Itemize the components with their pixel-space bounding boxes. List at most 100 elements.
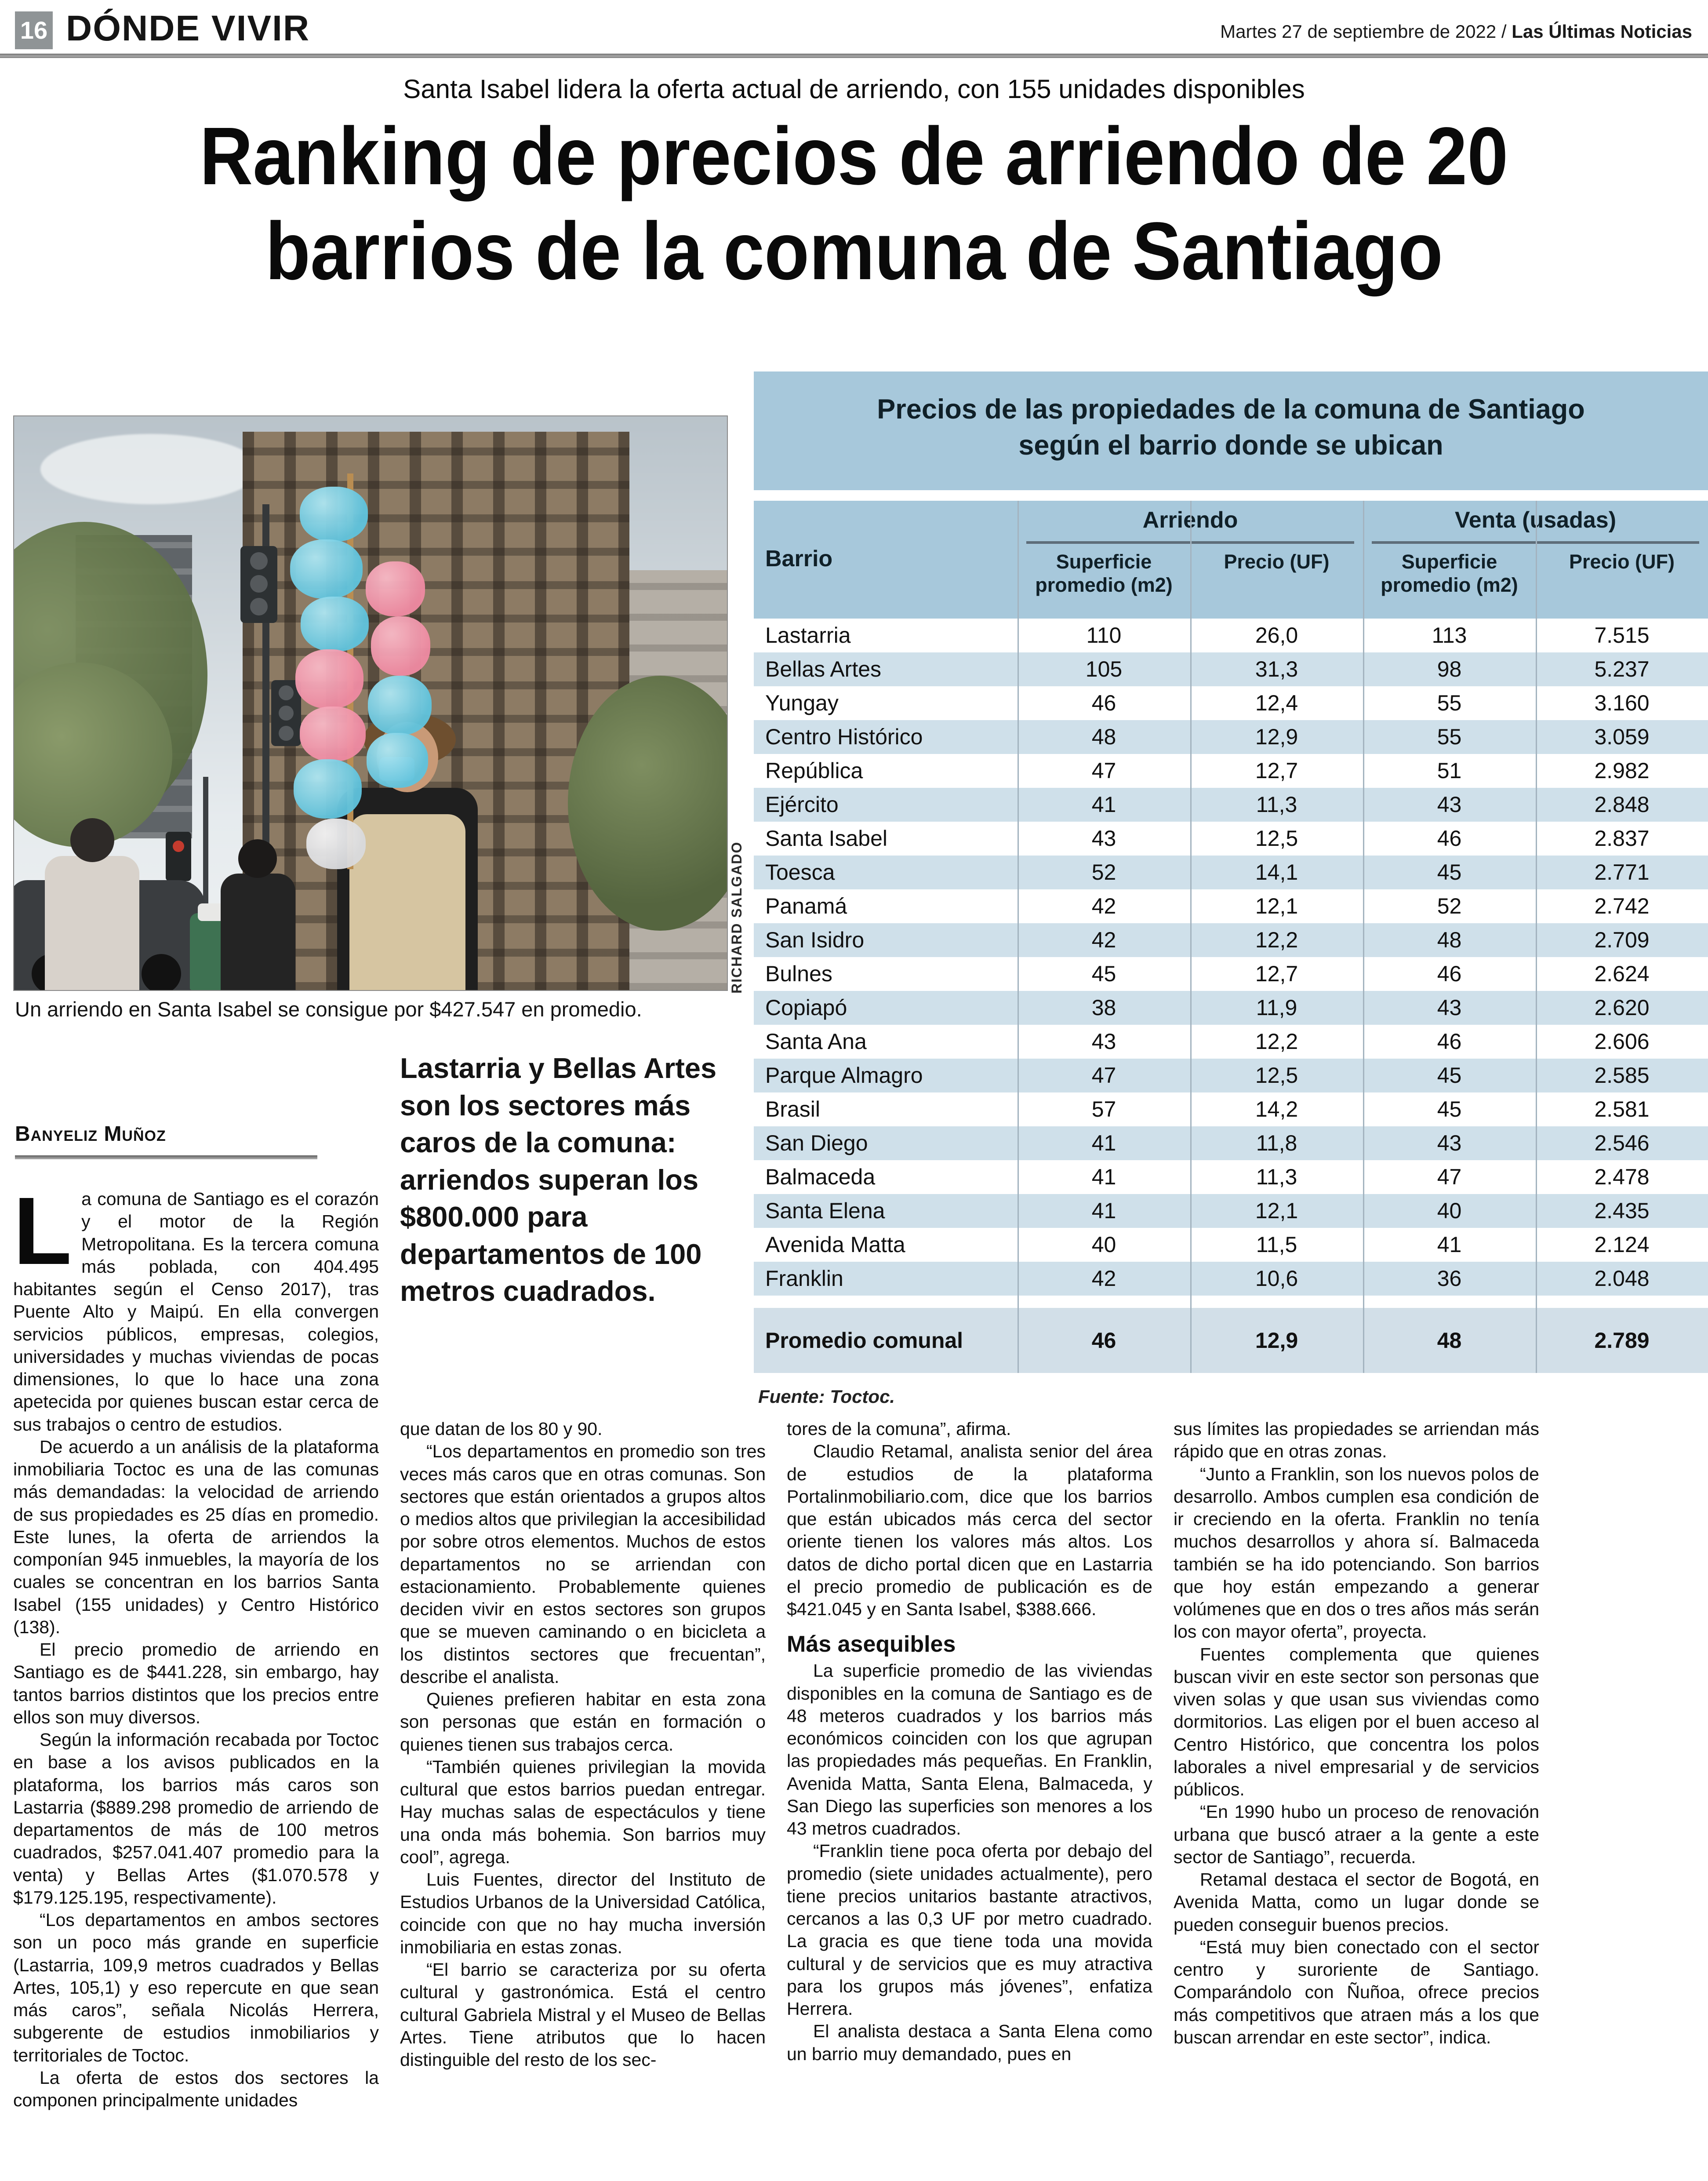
- value-cell: 45: [1437, 1097, 1462, 1121]
- body-paragraph: “El barrio se caracteriza por su oferta …: [400, 1959, 766, 2070]
- cotton-candy-pink: [300, 706, 366, 761]
- table-source: Fuente: Toctoc.: [758, 1386, 895, 1407]
- value-cell: 12,1: [1255, 1198, 1298, 1223]
- body-paragraph: La oferta de estos dos sectores la compo…: [13, 2067, 379, 2110]
- value-cell: 12,2: [1255, 1029, 1298, 1054]
- value-cell: 3.059: [1594, 725, 1650, 749]
- value-cell: 46: [1437, 826, 1462, 851]
- value-cell: 43: [1437, 792, 1462, 817]
- table-row: Balmaceda 41 11,3 47 2.478: [754, 1160, 1708, 1194]
- value-cell: 31,3: [1255, 657, 1298, 681]
- section-subhead: Más asequibles: [787, 1631, 956, 1657]
- cotton-candy-blue: [300, 487, 368, 542]
- value-cell: 43: [1437, 1131, 1462, 1155]
- barrio-cell: San Isidro: [765, 928, 865, 952]
- body-paragraph: Fuentes complementa que quienes buscan v…: [1174, 1644, 1539, 1800]
- value-cell: 7.515: [1594, 623, 1650, 648]
- dateline: Martes 27 de septiembre de 2022 / Las Úl…: [1220, 21, 1692, 42]
- price-table: Precios de las propiedades de la comuna …: [754, 371, 1708, 1418]
- value-cell: 42: [1091, 1266, 1116, 1291]
- barrio-cell: Panamá: [765, 894, 847, 918]
- drop-cap: L: [13, 1188, 72, 1285]
- body-paragraph: Luis Fuentes, director del Instituto de …: [400, 1869, 766, 1957]
- barrio-cell: Centro Histórico: [765, 725, 923, 749]
- value-cell: 43: [1091, 826, 1116, 851]
- column-header-barrio: Barrio: [765, 546, 833, 572]
- barrio-cell: Bellas Artes: [765, 657, 882, 681]
- value-cell: 38: [1091, 995, 1116, 1020]
- body-paragraph: tores de la comuna”, afirma.: [787, 1419, 1011, 1439]
- value-cell: 26,0: [1255, 623, 1298, 648]
- table-row: San Diego 41 11,8 43 2.546: [754, 1126, 1708, 1160]
- value-cell: 52: [1091, 860, 1116, 885]
- cotton-candy-white-bag: [306, 819, 366, 869]
- value-cell: 2.048: [1594, 1266, 1650, 1291]
- value-cell: 2.478: [1594, 1165, 1650, 1189]
- value-cell: 12,7: [1255, 758, 1298, 783]
- value-cell: 2.742: [1594, 894, 1650, 918]
- photo-caption: Un arriendo en Santa Isabel se consigue …: [15, 998, 642, 1021]
- barrio-cell: Santa Elena: [765, 1198, 885, 1223]
- barrio-cell: Bulnes: [765, 961, 832, 986]
- body-column-2: que datan de los 80 y 90. “Los departamen…: [400, 1418, 766, 2178]
- value-cell: 110: [1086, 623, 1122, 648]
- body-paragraph: “Los departamentos en promedio son tres …: [400, 1441, 766, 1687]
- body-paragraph: De acuerdo a un análisis de la plataform…: [13, 1436, 379, 1637]
- photo-credit: RICHARD SALGADO: [729, 841, 745, 994]
- table-total-row: Promedio comunal 46 12,9 48 2.789: [754, 1308, 1708, 1373]
- byline-rule: [15, 1155, 317, 1159]
- value-cell: 12,9: [1255, 725, 1298, 749]
- value-cell: 11,5: [1256, 1232, 1297, 1257]
- table-row: Lastarria 110 26,0 113 7.515: [754, 619, 1708, 652]
- value-cell: 48: [1437, 928, 1462, 952]
- value-cell: 98: [1437, 657, 1462, 681]
- value-cell: 43: [1437, 995, 1462, 1020]
- value-cell: 2.837: [1594, 826, 1650, 851]
- value-cell: 47: [1091, 758, 1116, 783]
- table-row: Franklin 42 10,6 36 2.048: [754, 1262, 1708, 1296]
- barrio-cell: Parque Almagro: [765, 1063, 923, 1088]
- value-cell: 45: [1437, 1063, 1462, 1088]
- table-row: Santa Isabel 43 12,5 46 2.837: [754, 822, 1708, 856]
- table-row: Brasil 57 14,2 45 2.581: [754, 1092, 1708, 1126]
- candy-vendor-woman: [337, 713, 478, 990]
- value-cell: 2.124: [1594, 1232, 1650, 1257]
- value-cell: 47: [1437, 1165, 1462, 1189]
- body-paragraph: Retamal destaca el sector de Bogotá, en …: [1174, 1869, 1539, 1935]
- value-cell: 2.435: [1594, 1198, 1650, 1223]
- traffic-light-upper: [240, 546, 277, 623]
- cotton-candy-pink: [366, 561, 425, 616]
- cotton-candy-blue: [367, 733, 428, 788]
- value-cell: 46: [1437, 1029, 1462, 1054]
- body-paragraph: “En 1990 hubo un proceso de renovación u…: [1174, 1802, 1539, 1867]
- value-cell: 45: [1091, 961, 1116, 986]
- value-cell: 42: [1091, 928, 1116, 952]
- total-value: 12,9: [1255, 1328, 1298, 1353]
- value-cell: 46: [1437, 961, 1462, 986]
- value-cell: 2.771: [1594, 860, 1650, 885]
- value-cell: 41: [1091, 1165, 1116, 1189]
- table-row: Parque Almagro 47 12,5 45 2.585: [754, 1059, 1708, 1092]
- pedestrian-center: [221, 839, 295, 990]
- table-title-line-1: Precios de las propiedades de la comuna …: [877, 394, 1585, 425]
- body-paragraph: “Está muy bien conectado con el sector c…: [1174, 1937, 1539, 2047]
- body-paragraph: “También quienes privilegian la movida c…: [400, 1756, 766, 1867]
- table-row: Bellas Artes 105 31,3 98 5.237: [754, 652, 1708, 686]
- value-cell: 14,2: [1255, 1097, 1298, 1121]
- table-separator: [1190, 501, 1192, 1373]
- table-separator: [1536, 501, 1537, 1373]
- value-cell: 2.606: [1594, 1029, 1650, 1054]
- value-cell: 47: [1091, 1063, 1116, 1088]
- cotton-candy-blue: [301, 597, 369, 652]
- total-value: 46: [1091, 1328, 1116, 1353]
- group-underline: [1372, 541, 1699, 544]
- value-cell: 11,3: [1256, 792, 1297, 817]
- value-cell: 5.237: [1594, 657, 1650, 681]
- value-cell: 11,3: [1256, 1165, 1297, 1189]
- value-cell: 2.581: [1594, 1097, 1650, 1121]
- value-cell: 36: [1437, 1266, 1462, 1291]
- table-title-line-2: según el barrio donde se ubican: [1018, 430, 1443, 461]
- value-cell: 2.848: [1594, 792, 1650, 817]
